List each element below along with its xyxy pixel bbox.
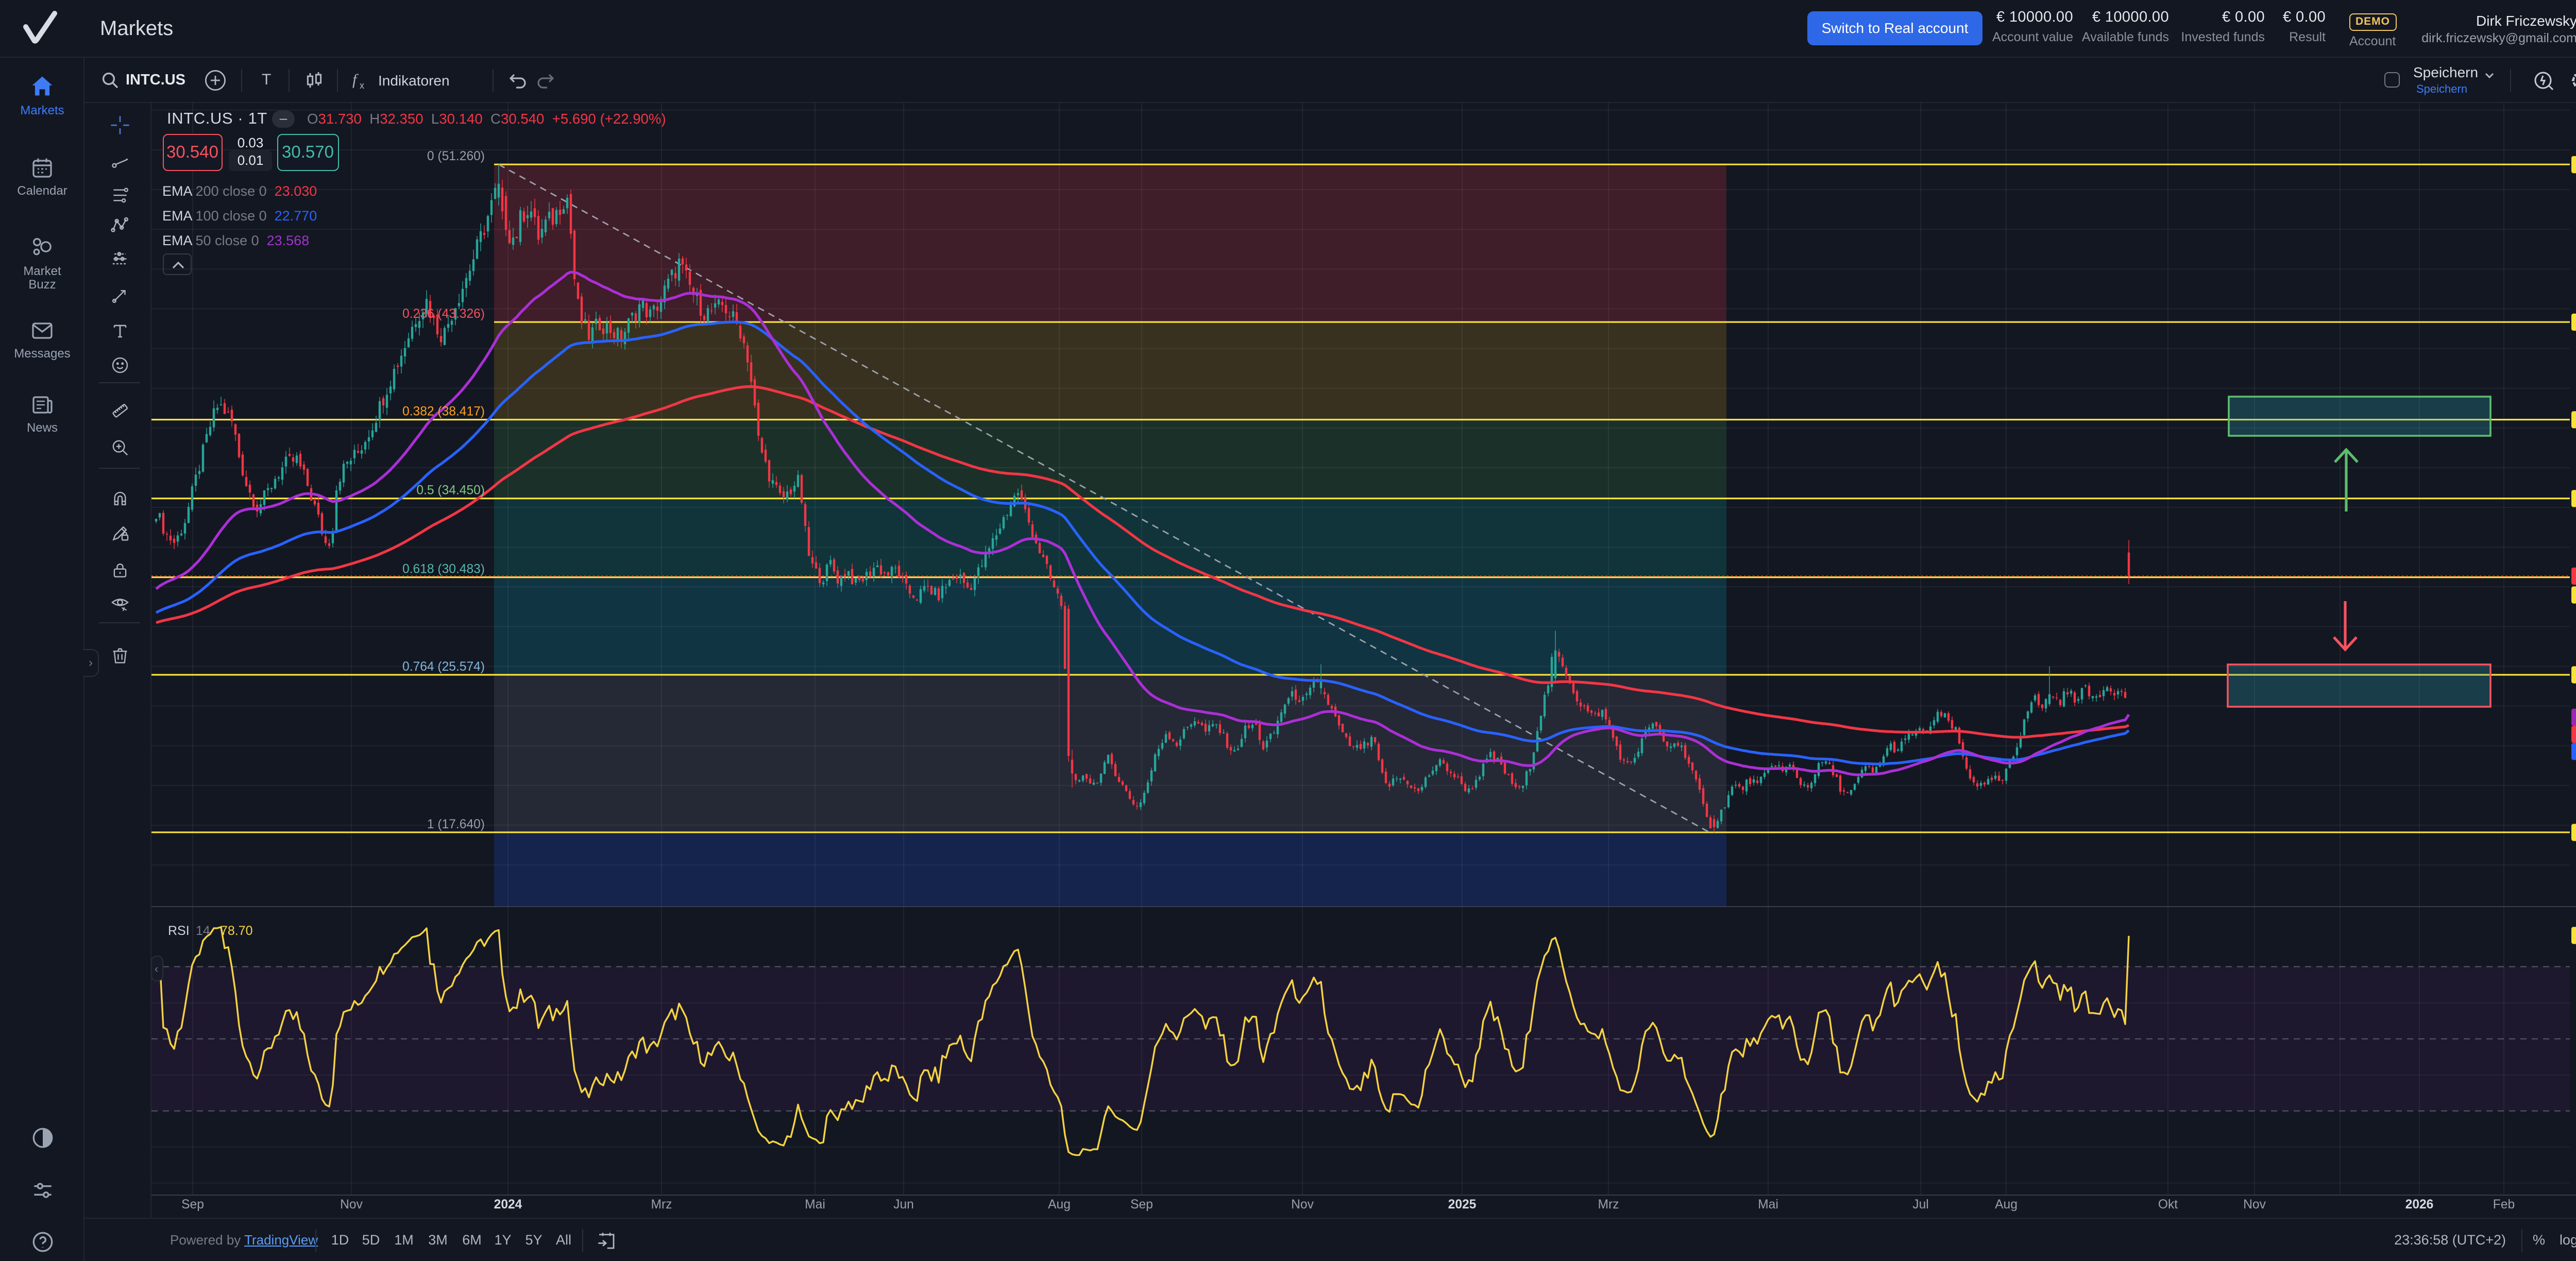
svg-text:14: 14 [196, 924, 210, 938]
svg-text:Mai: Mai [1758, 1198, 1778, 1212]
svg-text:2024: 2024 [494, 1198, 522, 1212]
svg-text:Aug: Aug [1995, 1198, 2018, 1212]
svg-text:x: x [360, 80, 364, 91]
svg-text:0 (51.260): 0 (51.260) [427, 149, 485, 163]
svg-text:Feb: Feb [2493, 1198, 2515, 1212]
svg-text:Nov: Nov [340, 1198, 363, 1212]
svg-text:2025: 2025 [1448, 1198, 1477, 1212]
svg-text:0.382 (38.417): 0.382 (38.417) [402, 405, 485, 419]
svg-text:Okt: Okt [2158, 1198, 2178, 1212]
svg-text:78.70: 78.70 [221, 924, 253, 938]
svg-text:Sep: Sep [1130, 1198, 1153, 1212]
svg-text:Nov: Nov [2243, 1198, 2266, 1212]
svg-text:0.618 (30.483): 0.618 (30.483) [402, 563, 485, 576]
svg-text:Mrz: Mrz [1598, 1198, 1619, 1212]
svg-text:Jun: Jun [893, 1198, 914, 1212]
svg-text:0.764 (25.574): 0.764 (25.574) [402, 660, 485, 674]
svg-text:RSI: RSI [168, 924, 190, 938]
svg-text:Aug: Aug [1048, 1198, 1071, 1212]
svg-text:0.236 (43.326): 0.236 (43.326) [402, 307, 485, 321]
svg-text:f: f [352, 71, 359, 88]
svg-text:1 (17.640): 1 (17.640) [427, 817, 485, 831]
svg-text:‹: ‹ [155, 962, 158, 975]
svg-text:0.5 (34.450): 0.5 (34.450) [416, 484, 485, 498]
svg-text:Sep: Sep [181, 1198, 204, 1212]
svg-text:2026: 2026 [2405, 1198, 2434, 1212]
svg-text:Mai: Mai [805, 1198, 825, 1212]
svg-text:Nov: Nov [1291, 1198, 1314, 1212]
svg-text:Jul: Jul [1912, 1198, 1928, 1212]
svg-text:Mrz: Mrz [651, 1198, 672, 1212]
